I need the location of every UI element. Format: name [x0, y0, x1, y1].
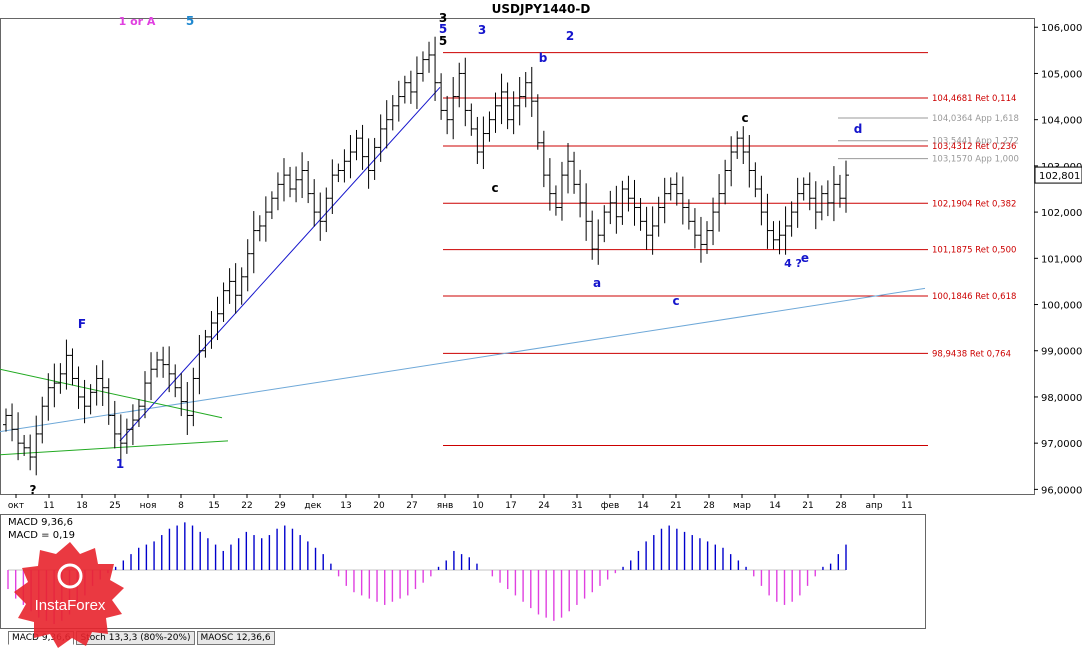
y-tick-label: 102,0000	[1041, 208, 1082, 219]
long-trendline	[0, 287, 926, 433]
y-tick-label: 100,0000	[1041, 301, 1082, 312]
wave-label: 4 ?	[784, 257, 802, 270]
wave-label: ?	[30, 483, 37, 497]
x-tick-label: 22	[241, 501, 252, 511]
wave-label: c	[491, 181, 498, 195]
wave-label: c	[741, 111, 748, 125]
fib-level-label: 102,1904 Ret 0,382	[932, 199, 1016, 209]
fib-level-label: 101,1875 Ret 0,500	[932, 246, 1016, 256]
x-tick-label: ноя	[140, 501, 157, 511]
fib-level-label: 104,0364 App 1,618	[932, 114, 1019, 124]
green-trendline-lower	[0, 440, 229, 456]
x-tick-label: 18	[76, 501, 88, 511]
fib-level-label: 98,9438 Ret 0,764	[932, 349, 1011, 359]
x-tick-label: 31	[571, 501, 582, 511]
wave-label: d	[854, 122, 863, 136]
fib-level-label: 103,4312 Ret 0,236	[932, 142, 1016, 152]
macd-value: MACD = 0,19	[8, 530, 75, 541]
x-tick-label: 20	[373, 501, 385, 511]
instaforex-logo: InstaForex	[14, 542, 124, 648]
y-tick-label: 101,0000	[1041, 254, 1082, 265]
x-tick-label: 14	[637, 501, 649, 511]
wave-label: 5	[186, 14, 194, 28]
fib-level-label: 100,1846 Ret 0,618	[932, 292, 1016, 302]
y-tick-label: 106,0000	[1041, 23, 1082, 34]
x-tick-label: окт	[8, 501, 24, 511]
wave-label: 5	[439, 22, 447, 36]
green-trendline-upper	[0, 368, 223, 419]
fib-level-label: 104,4681 Ret 0,114	[932, 94, 1016, 104]
fib-level-label: 103,1570 App 1,000	[932, 155, 1019, 165]
y-tick-label: 98,0000	[1041, 393, 1082, 404]
wave-label: 2	[566, 29, 574, 43]
price-panel-frame	[0, 18, 1035, 495]
logo-star-shape	[14, 542, 124, 648]
x-tick-label: апр	[865, 501, 882, 511]
x-tick-label: дек	[304, 501, 322, 511]
x-tick-label: янв	[437, 501, 454, 511]
wave-label: 5	[439, 34, 447, 48]
tab-maosc[interactable]: MAOSC 12,36,6	[196, 631, 275, 645]
current-price-box	[1034, 166, 1082, 184]
x-tick-label: 28	[835, 501, 847, 511]
x-tick-label: 14	[769, 501, 781, 511]
chart-title: USDJPY1440-D	[491, 2, 591, 16]
x-tick-label: 17	[505, 501, 516, 511]
wave-label: e	[801, 251, 809, 265]
y-tick-label: 105,0000	[1041, 69, 1082, 80]
y-tick-label: 97,0000	[1041, 439, 1082, 450]
wave-label: c	[672, 294, 679, 308]
y-tick-label: 99,0000	[1041, 347, 1082, 358]
wave-label: 1	[116, 457, 124, 471]
wave-label: b	[539, 51, 548, 65]
x-tick-label: 13	[340, 501, 351, 511]
wave-label: 1 or A	[119, 15, 156, 28]
x-tick-label: 11	[43, 501, 54, 511]
macd-panel-frame	[0, 514, 926, 629]
wave-label: 3	[478, 23, 486, 37]
y-tick-label: 96,0000	[1041, 485, 1082, 496]
x-tick-label: 27	[406, 501, 417, 511]
x-tick-label: 29	[274, 501, 286, 511]
current-price-label: 102,801	[1039, 171, 1080, 182]
logo-text: InstaForex	[35, 597, 106, 614]
logo-emblem	[57, 563, 83, 589]
x-tick-label: 28	[703, 501, 715, 511]
x-tick-label: 21	[670, 501, 681, 511]
wave-label: 3	[439, 11, 447, 25]
wave-label: F	[78, 317, 86, 331]
x-tick-label: фев	[601, 501, 620, 511]
x-tick-label: 21	[802, 501, 813, 511]
x-tick-label: 11	[901, 501, 912, 511]
wave-label: a	[593, 276, 601, 290]
x-tick-label: 8	[178, 501, 184, 511]
x-tick-label: 10	[472, 501, 484, 511]
x-tick-label: 24	[538, 501, 550, 511]
x-tick-label: 25	[109, 501, 120, 511]
x-tick-label: 15	[208, 501, 219, 511]
fib-level-label: 103,5441 App 1,272	[932, 137, 1019, 147]
y-tick-label: 104,0000	[1041, 116, 1082, 127]
x-tick-label: мар	[733, 501, 751, 511]
macd-label: MACD 9,36,6	[8, 517, 73, 528]
